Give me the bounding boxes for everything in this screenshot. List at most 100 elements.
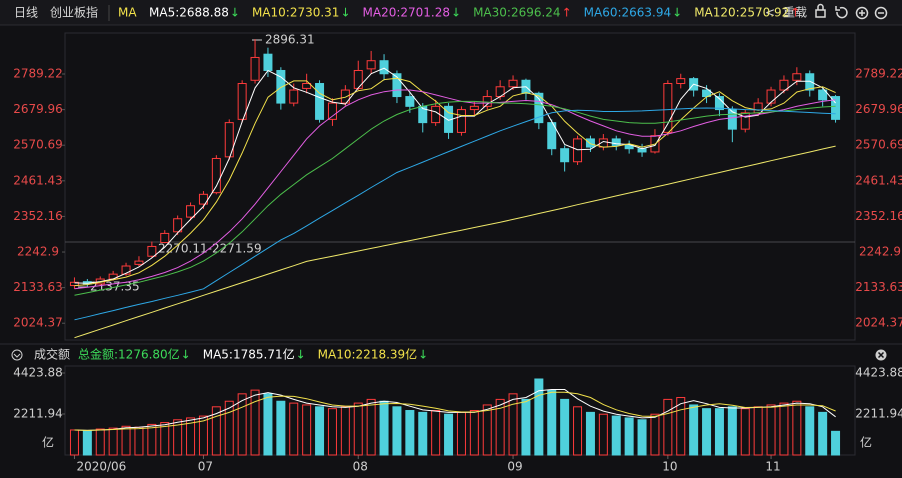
- volume-bar: [573, 406, 583, 456]
- collapse-icon[interactable]: [11, 349, 23, 361]
- volume-tick-label: 4423.88: [13, 366, 63, 380]
- candle-body: [302, 83, 312, 89]
- legend-entry: MA30:2696.24: [473, 6, 561, 20]
- y-tick-label: 2789.22: [13, 67, 63, 81]
- volume-bar: [353, 402, 363, 456]
- volume-bar: [276, 400, 286, 456]
- volume-tick-label-right: 2211.94: [855, 407, 902, 421]
- volume-bar: [392, 406, 402, 456]
- volume-bar: [108, 427, 118, 456]
- ma-line: [74, 145, 836, 339]
- ma-line: [74, 391, 836, 431]
- index-name[interactable]: 创业板指: [50, 5, 98, 20]
- y-tick-label-right: 2242.9: [859, 245, 901, 259]
- y-tick-label-right: 2133.63: [855, 280, 902, 294]
- y-tick-label-right: 2352.16: [855, 209, 902, 223]
- undo-icon[interactable]: [835, 6, 848, 19]
- ma-line: [74, 107, 836, 321]
- volume-bar: [469, 410, 479, 456]
- candle-body: [560, 148, 570, 163]
- volume-unit-right: 亿: [860, 435, 872, 450]
- zoom-out-icon[interactable]: [874, 6, 888, 20]
- back-button[interactable]: <: [765, 6, 775, 20]
- candle-body: [276, 69, 286, 104]
- candle-body: [173, 218, 183, 233]
- y-tick-label: 2570.69: [13, 138, 63, 152]
- y-tick-label: 2133.63: [13, 280, 63, 294]
- close-cross: [877, 351, 885, 359]
- volume-bar: [598, 413, 608, 456]
- volume-bar: [805, 406, 815, 456]
- volume-bar: [186, 417, 196, 456]
- reload-button[interactable]: 重载: [783, 6, 807, 20]
- candle-body: [818, 89, 828, 101]
- candle-body: [69, 281, 79, 287]
- lock-icon-shackle: [817, 3, 824, 10]
- lock-icon[interactable]: [815, 9, 826, 18]
- y-tick-label: 2242.9: [17, 245, 59, 259]
- legend-arrow: ↓: [672, 6, 682, 20]
- legend-arrow: ↓: [340, 6, 350, 20]
- candle-body: [431, 105, 441, 124]
- volume-bar: [560, 398, 570, 456]
- volume-title: 成交额: [34, 347, 70, 362]
- indicator-name[interactable]: MA: [118, 6, 137, 20]
- candle-body: [534, 92, 544, 124]
- candle-body: [766, 89, 776, 104]
- zoom-in-icon[interactable]: [855, 6, 869, 20]
- volume-bar: [689, 404, 699, 456]
- ma-line: [74, 67, 836, 284]
- volume-bar: [456, 411, 466, 456]
- legend-arrow: ↑: [562, 6, 572, 20]
- y-tick-label: 2679.96: [13, 102, 63, 116]
- candle-body: [779, 79, 789, 91]
- legend-entry: MA5:1785.71亿: [203, 347, 295, 362]
- candle-body: [211, 157, 221, 194]
- volume-bar: [366, 398, 376, 456]
- candle-body: [469, 105, 479, 111]
- candle-body: [792, 73, 802, 81]
- candle-body: [805, 73, 815, 91]
- volume-bar: [160, 422, 170, 456]
- candle-body: [663, 83, 673, 133]
- volume-bar: [611, 415, 621, 456]
- candle-body: [366, 60, 376, 70]
- y-tick-label: 2024.37: [13, 316, 63, 330]
- legend-arrow: ↓: [451, 6, 461, 20]
- candle-body: [186, 205, 196, 218]
- candle-body: [676, 78, 686, 85]
- legend-arrow: ↑: [790, 6, 800, 20]
- volume-bar: [315, 406, 325, 456]
- candle-body: [147, 245, 157, 257]
- volume-bar: [198, 415, 208, 456]
- volume-bar: [327, 408, 337, 456]
- volume-bar: [405, 410, 415, 456]
- candle-body: [289, 89, 299, 104]
- volume-bar: [224, 400, 234, 456]
- volume-bar: [173, 419, 183, 456]
- x-tick-label: 09: [507, 460, 522, 474]
- x-tick-label: 10: [662, 460, 677, 474]
- candle-body: [327, 102, 337, 120]
- volume-bar: [534, 378, 544, 456]
- candle-body: [198, 193, 208, 205]
- volume-bar: [624, 417, 634, 456]
- volume-bar: [676, 397, 686, 456]
- candle-body: [160, 232, 170, 244]
- y-tick-label-right: 2679.96: [855, 102, 902, 116]
- volume-bar: [418, 411, 428, 456]
- volume-bar: [444, 413, 454, 456]
- y-tick-label: 2352.16: [13, 209, 63, 223]
- candle-body: [624, 144, 634, 150]
- volume-bar: [508, 393, 518, 456]
- volume-bar: [702, 408, 712, 456]
- candle-body: [831, 96, 841, 120]
- high-annotation: 2896.31: [265, 33, 315, 47]
- volume-unit-left: 亿: [42, 435, 54, 450]
- period-tab[interactable]: 日线: [14, 6, 38, 20]
- legend-entry: MA10:2218.39亿: [318, 347, 418, 362]
- candle-body: [340, 89, 350, 104]
- price-pane: [64, 32, 856, 341]
- volume-bar: [663, 398, 673, 456]
- volume-bar: [547, 389, 557, 456]
